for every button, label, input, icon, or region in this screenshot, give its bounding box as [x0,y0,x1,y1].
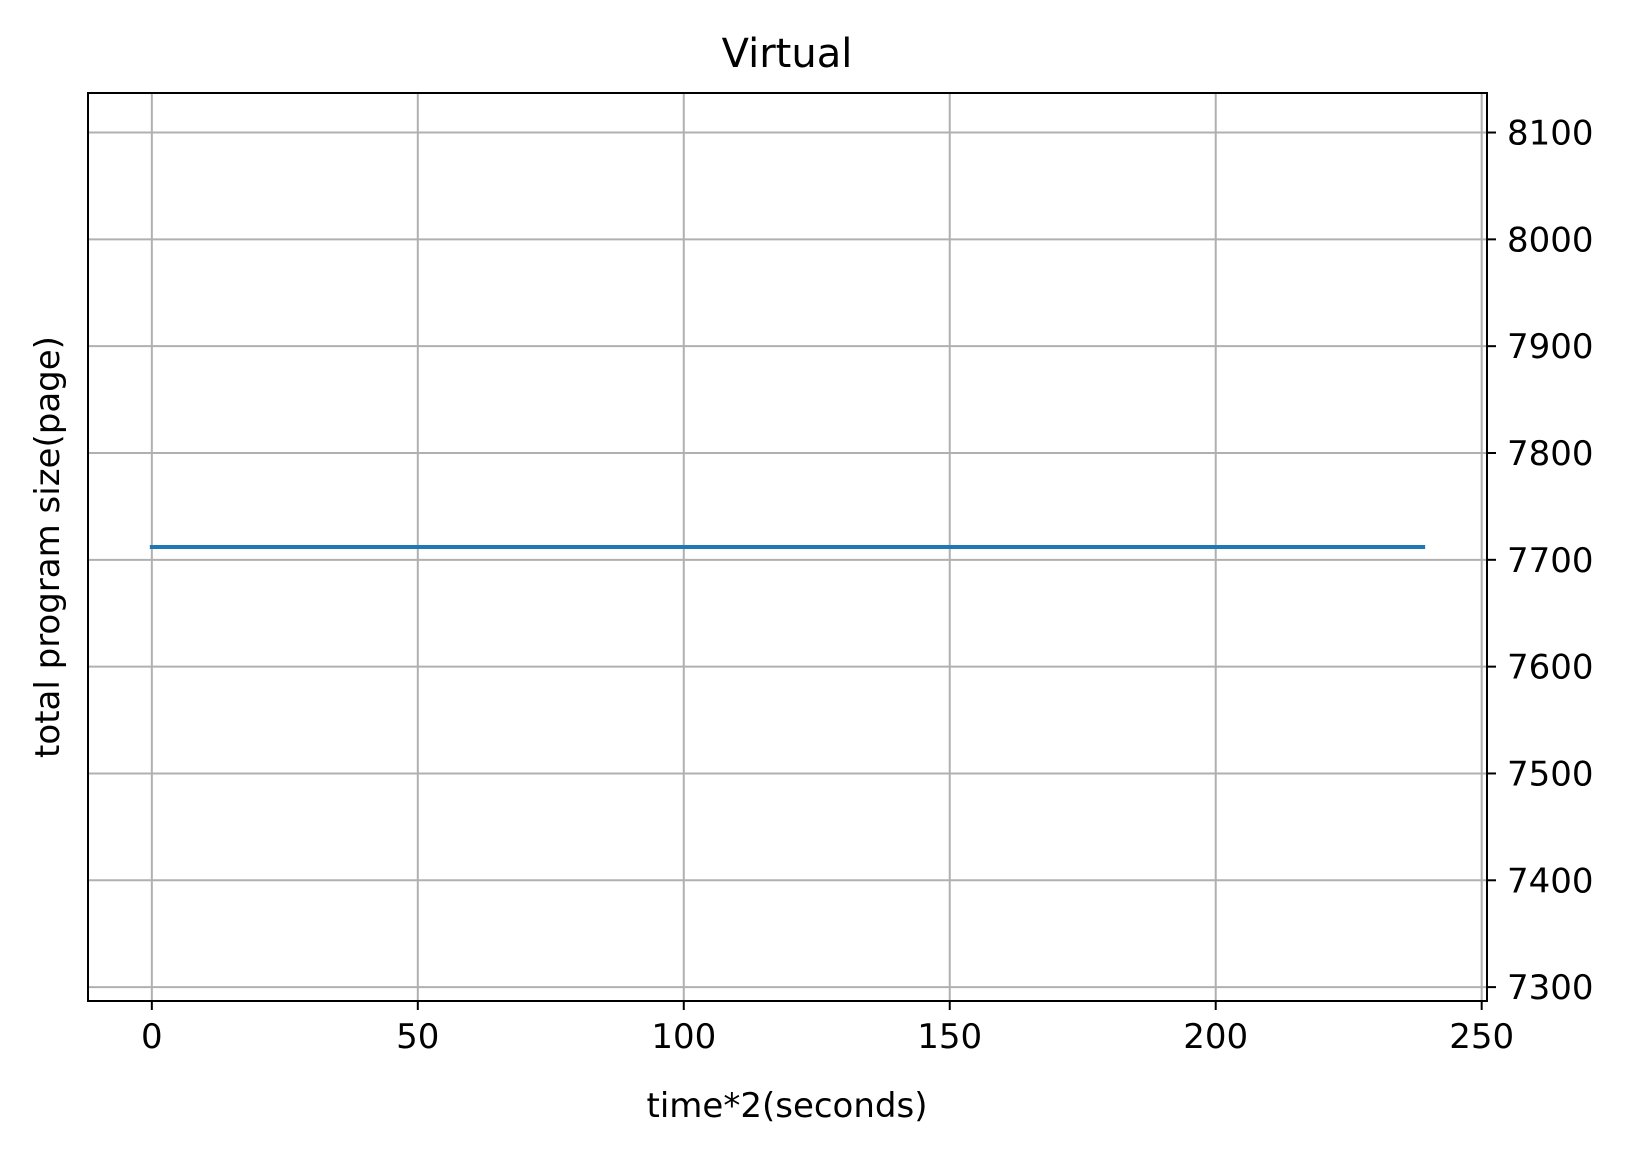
x-axis-label: time*2(seconds) [647,1086,928,1126]
y-axis-label: total program size(page) [28,336,68,758]
x-tick-label: 100 [651,1017,716,1057]
y-tick-label: 7900 [1507,327,1594,367]
x-tick-label: 200 [1183,1017,1248,1057]
y-tick-label: 8100 [1507,114,1594,154]
chart-title: Virtual [722,31,853,77]
y-tick-label: 7700 [1507,541,1594,581]
axis-ticks: 0 50 100 150 200 250 7300 7400 7500 7600 7700 7800 7… [141,114,1594,1057]
y-tick-label: 7800 [1507,434,1594,474]
x-tick-label: 50 [396,1017,439,1057]
x-tick-label: 150 [917,1017,982,1057]
y-tick-label: 7400 [1507,861,1594,901]
y-tick-label: 8000 [1507,220,1594,260]
y-tick-label: 7500 [1507,754,1594,794]
x-tick-label: 0 [141,1017,163,1057]
x-tick-label: 250 [1449,1017,1514,1057]
y-tick-label: 7600 [1507,648,1594,688]
y-tick-label: 7300 [1507,968,1594,1008]
plot-frame [87,92,1488,1002]
